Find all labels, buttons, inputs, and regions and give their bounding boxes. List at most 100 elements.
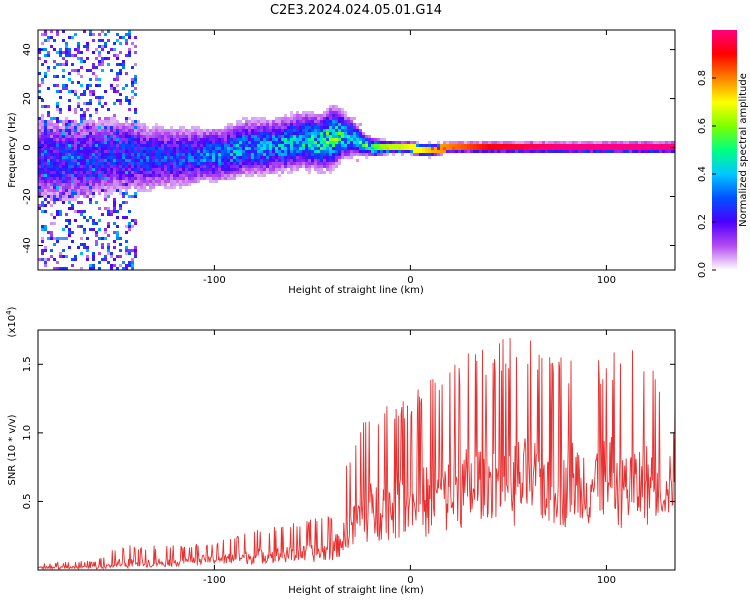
spectrogram-cell: [140, 150, 143, 153]
spectrogram-cell: [371, 150, 374, 153]
spectrogram-cell: [269, 159, 272, 162]
spectrogram-cell: [53, 267, 56, 270]
spectrogram-cell: [65, 174, 68, 177]
spectrogram-cell: [83, 171, 86, 174]
spectrogram-cell: [245, 117, 248, 120]
spectrogram-cell: [182, 126, 185, 129]
spectrogram-cell: [242, 144, 245, 147]
spectrogram-cell: [245, 141, 248, 144]
spectrogram-cell: [119, 129, 122, 132]
spectrogram-cell: [56, 117, 59, 120]
spectrogram-cell: [197, 162, 200, 165]
spectrogram-cell: [284, 150, 287, 153]
spectrogram-cell: [131, 135, 134, 138]
spectrogram-cell: [47, 138, 50, 141]
spectrogram-cell: [107, 144, 110, 147]
spectrogram-cell: [50, 129, 53, 132]
spectrogram-cell: [395, 147, 398, 150]
spectrogram-cell: [335, 123, 338, 126]
spectrogram-cell: [326, 147, 329, 150]
spectrogram-cell: [92, 258, 95, 261]
spectrogram-cell: [419, 147, 422, 150]
spectrogram-cell: [65, 42, 68, 45]
spectrogram-cell: [146, 177, 149, 180]
spectrogram-cell: [119, 141, 122, 144]
spectrogram-cell: [311, 132, 314, 135]
spectrogram-cell: [305, 111, 308, 114]
spectrogram-cell: [263, 117, 266, 120]
spectrogram-cell: [443, 150, 446, 153]
spectrogram-cell: [68, 231, 71, 234]
spectrogram-cell: [125, 177, 128, 180]
spectrogram-cell: [605, 141, 608, 144]
spectrogram-cell: [305, 138, 308, 141]
spectrogram-cell: [110, 132, 113, 135]
spectrogram-cell: [50, 162, 53, 165]
spectrogram-cell: [560, 144, 563, 147]
spectrogram-cell: [116, 57, 119, 60]
spectrogram-cell: [332, 141, 335, 144]
spectrogram-cell: [368, 153, 371, 156]
spectrogram-cell: [53, 171, 56, 174]
spectrogram-cell: [98, 102, 101, 105]
spectrogram-cell: [464, 147, 467, 150]
spectrogram-cell: [251, 168, 254, 171]
spectrogram-cell: [254, 156, 257, 159]
spectrogram-cell: [104, 237, 107, 240]
spectrogram-cell: [332, 123, 335, 126]
spectrogram-cell: [539, 147, 542, 150]
spectrogram-cell: [161, 156, 164, 159]
spectrogram-cell: [224, 162, 227, 165]
spectrogram-cell: [242, 129, 245, 132]
spectrogram-cell: [62, 69, 65, 72]
spectrogram-cell: [554, 144, 557, 147]
spectrogram-cell: [131, 90, 134, 93]
spectrogram-cell: [41, 120, 44, 123]
spectrogram-cell: [155, 156, 158, 159]
spectrogram-cell: [95, 138, 98, 141]
spectrogram-cell: [38, 57, 41, 60]
spectrogram-cell: [263, 156, 266, 159]
spectrogram-cell: [362, 147, 365, 150]
spectrogram-cell: [650, 144, 653, 147]
spectrogram-cell: [197, 132, 200, 135]
spectrogram-cell: [365, 141, 368, 144]
spectrogram-cell: [44, 48, 47, 51]
spectrogram-cell: [326, 129, 329, 132]
spectrogram-cell: [281, 159, 284, 162]
spectrogram-cell: [167, 174, 170, 177]
spectrogram-cell: [116, 132, 119, 135]
spectrogram-cell: [320, 132, 323, 135]
spectrogram-cell: [125, 201, 128, 204]
spectrogram-cell: [89, 171, 92, 174]
spectrogram-cell: [248, 159, 251, 162]
spectrogram-cell: [89, 147, 92, 150]
spectrogram-cell: [125, 129, 128, 132]
spectrogram-cell: [401, 147, 404, 150]
spectrogram-cell: [281, 162, 284, 165]
spectrogram-cell: [293, 168, 296, 171]
spectrogram-cell: [47, 231, 50, 234]
spectrogram-cell: [104, 177, 107, 180]
spectrogram-cell: [203, 156, 206, 159]
spectrogram-cell: [38, 84, 41, 87]
spectrogram-cell: [92, 162, 95, 165]
spectrogram-cell: [338, 108, 341, 111]
spectrogram-cell: [641, 150, 644, 153]
spectrogram-cell: [353, 147, 356, 150]
spectrogram-cell: [125, 54, 128, 57]
spectrogram-cell: [38, 90, 41, 93]
spectrogram-cell: [56, 177, 59, 180]
spectrogram-cell: [302, 135, 305, 138]
spectrogram-cell: [134, 135, 137, 138]
spectrogram-cell: [125, 252, 128, 255]
spectrogram-cell: [305, 114, 308, 117]
spectrogram-cell: [95, 156, 98, 159]
spectrogram-cell: [128, 183, 131, 186]
spectrogram-cell: [557, 141, 560, 144]
spectrogram-cell: [341, 129, 344, 132]
spectrogram-cell: [281, 138, 284, 141]
spectrogram-cell: [527, 150, 530, 153]
snr-ylabel: SNR (10 * v/v): [7, 414, 18, 485]
